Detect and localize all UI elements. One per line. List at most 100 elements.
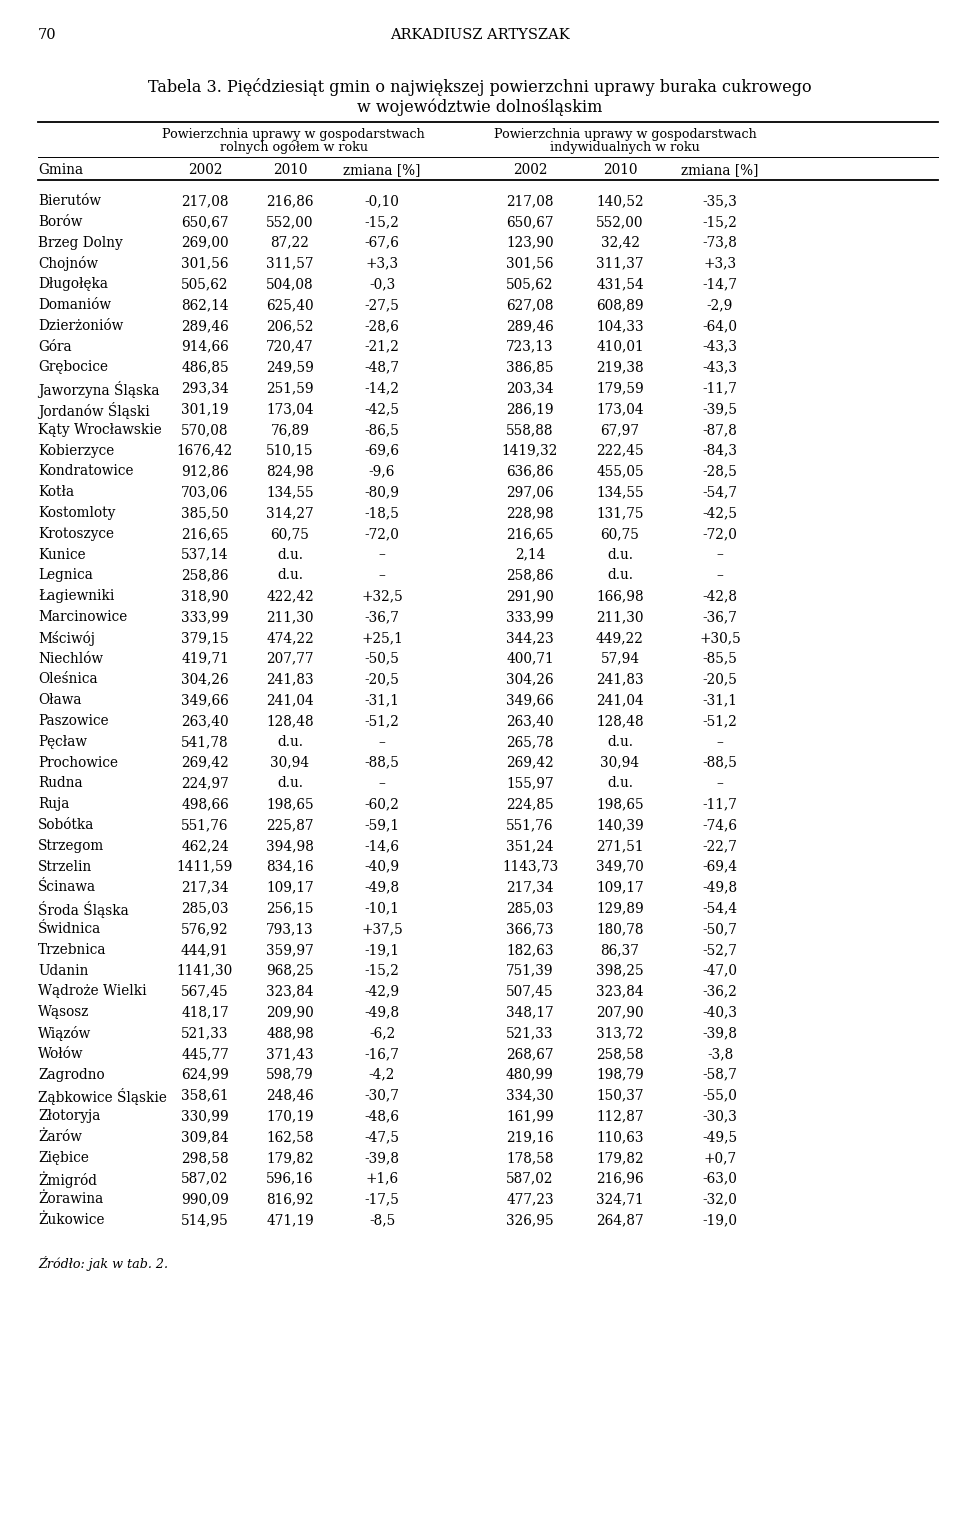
Text: 720,47: 720,47 bbox=[266, 339, 314, 353]
Text: 418,17: 418,17 bbox=[181, 1005, 228, 1019]
Text: 314,27: 314,27 bbox=[266, 506, 314, 520]
Text: 301,56: 301,56 bbox=[506, 257, 554, 270]
Text: -48,6: -48,6 bbox=[365, 1109, 399, 1123]
Text: 625,40: 625,40 bbox=[266, 298, 314, 312]
Text: 241,83: 241,83 bbox=[596, 672, 644, 686]
Text: 298,58: 298,58 bbox=[181, 1151, 228, 1164]
Text: 311,37: 311,37 bbox=[596, 257, 644, 270]
Text: -69,6: -69,6 bbox=[365, 443, 399, 457]
Text: 326,95: 326,95 bbox=[506, 1213, 554, 1227]
Text: 627,08: 627,08 bbox=[506, 298, 554, 312]
Text: 304,26: 304,26 bbox=[506, 672, 554, 686]
Text: 112,87: 112,87 bbox=[596, 1109, 644, 1123]
Text: 351,24: 351,24 bbox=[506, 839, 554, 853]
Text: 268,67: 268,67 bbox=[506, 1047, 554, 1060]
Text: 179,82: 179,82 bbox=[266, 1151, 314, 1164]
Text: 57,94: 57,94 bbox=[600, 651, 639, 666]
Text: -20,5: -20,5 bbox=[703, 672, 737, 686]
Text: 551,76: 551,76 bbox=[506, 817, 554, 833]
Text: 313,72: 313,72 bbox=[596, 1025, 644, 1041]
Text: Dzierżoniów: Dzierżoniów bbox=[38, 319, 123, 333]
Text: 179,82: 179,82 bbox=[596, 1151, 644, 1164]
Text: +32,5: +32,5 bbox=[361, 590, 403, 604]
Text: 134,55: 134,55 bbox=[266, 486, 314, 500]
Text: 323,84: 323,84 bbox=[596, 984, 644, 998]
Text: -18,5: -18,5 bbox=[365, 506, 399, 520]
Text: -51,2: -51,2 bbox=[703, 714, 737, 727]
Text: 521,33: 521,33 bbox=[181, 1025, 228, 1041]
Text: d.u.: d.u. bbox=[607, 735, 633, 749]
Text: Strzegom: Strzegom bbox=[38, 839, 105, 853]
Text: 219,38: 219,38 bbox=[596, 361, 644, 374]
Text: 385,50: 385,50 bbox=[181, 506, 228, 520]
Text: -30,3: -30,3 bbox=[703, 1109, 737, 1123]
Text: 431,54: 431,54 bbox=[596, 277, 644, 292]
Text: +3,3: +3,3 bbox=[366, 257, 398, 270]
Text: -14,7: -14,7 bbox=[703, 277, 737, 292]
Text: w województwie dolnośląskim: w województwie dolnośląskim bbox=[357, 98, 603, 116]
Text: -27,5: -27,5 bbox=[365, 298, 399, 312]
Text: rolnych ogółem w roku: rolnych ogółem w roku bbox=[220, 141, 368, 154]
Text: Wołów: Wołów bbox=[38, 1047, 84, 1060]
Text: 263,40: 263,40 bbox=[181, 714, 228, 727]
Text: 291,90: 291,90 bbox=[506, 590, 554, 604]
Text: -52,7: -52,7 bbox=[703, 943, 737, 957]
Text: -58,7: -58,7 bbox=[703, 1068, 737, 1082]
Text: -2,9: -2,9 bbox=[707, 298, 733, 312]
Text: Mściwój: Mściwój bbox=[38, 631, 95, 646]
Text: +25,1: +25,1 bbox=[361, 631, 403, 645]
Text: 207,77: 207,77 bbox=[266, 651, 314, 666]
Text: 474,22: 474,22 bbox=[266, 631, 314, 645]
Text: 293,34: 293,34 bbox=[181, 380, 228, 396]
Text: Żmigród: Żmigród bbox=[38, 1172, 97, 1189]
Text: 505,62: 505,62 bbox=[181, 277, 228, 292]
Text: 510,15: 510,15 bbox=[266, 443, 314, 457]
Text: 624,99: 624,99 bbox=[181, 1068, 228, 1082]
Text: 793,13: 793,13 bbox=[266, 921, 314, 937]
Text: 134,55: 134,55 bbox=[596, 486, 644, 500]
Text: -31,1: -31,1 bbox=[703, 694, 737, 707]
Text: 1143,73: 1143,73 bbox=[502, 860, 558, 874]
Text: 269,42: 269,42 bbox=[181, 756, 228, 770]
Text: 488,98: 488,98 bbox=[266, 1025, 314, 1041]
Text: 349,66: 349,66 bbox=[181, 694, 228, 707]
Text: 650,67: 650,67 bbox=[506, 215, 554, 229]
Text: -9,6: -9,6 bbox=[369, 465, 396, 478]
Text: 309,84: 309,84 bbox=[181, 1131, 228, 1144]
Text: d.u.: d.u. bbox=[277, 547, 303, 562]
Text: zmiana [%]: zmiana [%] bbox=[682, 163, 758, 177]
Text: 60,75: 60,75 bbox=[271, 527, 309, 541]
Text: Brzeg Dolny: Brzeg Dolny bbox=[38, 235, 123, 249]
Text: -35,3: -35,3 bbox=[703, 194, 737, 208]
Text: -10,1: -10,1 bbox=[365, 902, 399, 915]
Text: 608,89: 608,89 bbox=[596, 298, 644, 312]
Text: +30,5: +30,5 bbox=[699, 631, 741, 645]
Text: 249,59: 249,59 bbox=[266, 361, 314, 374]
Text: 271,51: 271,51 bbox=[596, 839, 644, 853]
Text: 297,06: 297,06 bbox=[506, 486, 554, 500]
Text: Sobótka: Sobótka bbox=[38, 817, 94, 833]
Text: 324,71: 324,71 bbox=[596, 1192, 644, 1207]
Text: Gmina: Gmina bbox=[38, 163, 84, 177]
Text: 289,46: 289,46 bbox=[506, 319, 554, 333]
Text: Oleśnica: Oleśnica bbox=[38, 672, 98, 686]
Text: 323,84: 323,84 bbox=[266, 984, 314, 998]
Text: 498,66: 498,66 bbox=[181, 798, 228, 811]
Text: 217,08: 217,08 bbox=[181, 194, 228, 208]
Text: 109,17: 109,17 bbox=[266, 880, 314, 894]
Text: 650,67: 650,67 bbox=[181, 215, 228, 229]
Text: 552,00: 552,00 bbox=[266, 215, 314, 229]
Text: 161,99: 161,99 bbox=[506, 1109, 554, 1123]
Text: Źródło: jak w tab. 2.: Źródło: jak w tab. 2. bbox=[38, 1256, 168, 1271]
Text: 2,14: 2,14 bbox=[515, 547, 545, 562]
Text: 217,34: 217,34 bbox=[506, 880, 554, 894]
Text: -32,0: -32,0 bbox=[703, 1192, 737, 1207]
Text: 371,43: 371,43 bbox=[266, 1047, 314, 1060]
Text: 587,02: 587,02 bbox=[506, 1172, 554, 1186]
Text: Kondratowice: Kondratowice bbox=[38, 465, 133, 478]
Text: 486,85: 486,85 bbox=[181, 361, 228, 374]
Text: 170,19: 170,19 bbox=[266, 1109, 314, 1123]
Text: Kobierzyce: Kobierzyce bbox=[38, 443, 114, 457]
Text: 251,59: 251,59 bbox=[266, 380, 314, 396]
Text: d.u.: d.u. bbox=[607, 776, 633, 790]
